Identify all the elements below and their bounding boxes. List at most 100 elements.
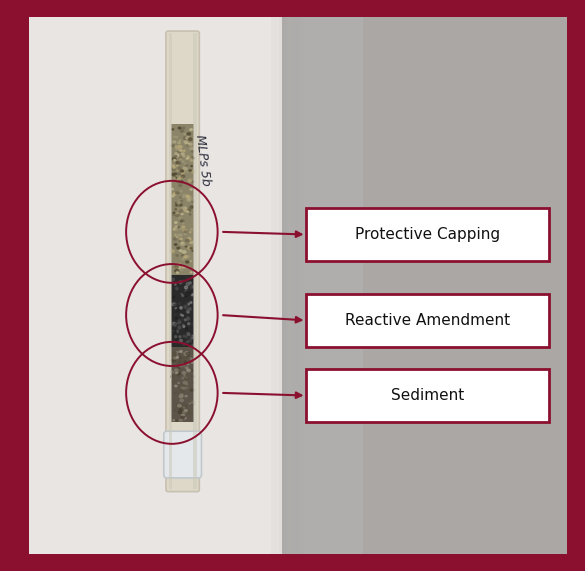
Ellipse shape bbox=[173, 136, 175, 137]
Ellipse shape bbox=[174, 193, 177, 195]
Ellipse shape bbox=[172, 195, 174, 196]
Ellipse shape bbox=[173, 296, 175, 298]
Ellipse shape bbox=[186, 303, 188, 304]
Ellipse shape bbox=[180, 364, 181, 366]
Ellipse shape bbox=[183, 381, 187, 384]
Bar bbox=[278, 17, 280, 554]
Ellipse shape bbox=[180, 210, 183, 213]
Ellipse shape bbox=[177, 165, 178, 166]
Ellipse shape bbox=[179, 410, 182, 412]
Bar bbox=[301, 17, 302, 554]
Ellipse shape bbox=[185, 396, 187, 397]
Ellipse shape bbox=[171, 359, 176, 362]
Ellipse shape bbox=[174, 222, 177, 223]
Ellipse shape bbox=[185, 291, 186, 292]
Bar bbox=[273, 17, 274, 554]
Ellipse shape bbox=[174, 323, 177, 325]
Ellipse shape bbox=[173, 238, 177, 240]
Ellipse shape bbox=[187, 197, 189, 199]
Ellipse shape bbox=[184, 305, 187, 308]
Ellipse shape bbox=[178, 393, 181, 395]
Ellipse shape bbox=[182, 127, 185, 129]
Ellipse shape bbox=[192, 344, 194, 346]
Bar bbox=[283, 17, 285, 554]
Ellipse shape bbox=[184, 417, 186, 419]
Ellipse shape bbox=[172, 370, 174, 371]
Ellipse shape bbox=[182, 266, 185, 268]
Ellipse shape bbox=[175, 152, 178, 155]
Text: Protective Capping: Protective Capping bbox=[355, 227, 500, 242]
Ellipse shape bbox=[171, 168, 176, 171]
Ellipse shape bbox=[180, 157, 182, 159]
Ellipse shape bbox=[180, 130, 184, 132]
Ellipse shape bbox=[175, 323, 177, 324]
Ellipse shape bbox=[188, 197, 192, 199]
Ellipse shape bbox=[175, 263, 177, 264]
Ellipse shape bbox=[188, 303, 190, 305]
Ellipse shape bbox=[190, 358, 192, 359]
Ellipse shape bbox=[176, 404, 177, 405]
Ellipse shape bbox=[180, 314, 182, 316]
Bar bbox=[171, 347, 194, 423]
Ellipse shape bbox=[181, 214, 183, 215]
Ellipse shape bbox=[172, 158, 176, 160]
Ellipse shape bbox=[180, 204, 183, 206]
Ellipse shape bbox=[172, 174, 175, 176]
Bar bbox=[302, 17, 303, 554]
Ellipse shape bbox=[180, 158, 181, 160]
Ellipse shape bbox=[188, 138, 192, 140]
Ellipse shape bbox=[192, 279, 193, 280]
Ellipse shape bbox=[181, 161, 184, 163]
Ellipse shape bbox=[178, 217, 181, 219]
FancyBboxPatch shape bbox=[307, 293, 549, 347]
Ellipse shape bbox=[184, 170, 188, 172]
Ellipse shape bbox=[177, 178, 180, 180]
Ellipse shape bbox=[177, 265, 179, 266]
Ellipse shape bbox=[183, 150, 185, 151]
Ellipse shape bbox=[176, 355, 178, 357]
Ellipse shape bbox=[178, 411, 182, 413]
Ellipse shape bbox=[184, 406, 186, 408]
Ellipse shape bbox=[171, 188, 174, 190]
Ellipse shape bbox=[186, 255, 189, 258]
Ellipse shape bbox=[173, 358, 176, 360]
Ellipse shape bbox=[182, 259, 184, 260]
Ellipse shape bbox=[191, 286, 194, 288]
Ellipse shape bbox=[178, 146, 182, 148]
Text: Sediment: Sediment bbox=[391, 388, 464, 403]
Ellipse shape bbox=[175, 270, 179, 272]
Ellipse shape bbox=[174, 304, 177, 307]
Ellipse shape bbox=[178, 173, 180, 175]
Ellipse shape bbox=[188, 247, 191, 249]
Ellipse shape bbox=[173, 212, 175, 214]
Ellipse shape bbox=[179, 162, 181, 164]
Ellipse shape bbox=[187, 333, 190, 336]
Ellipse shape bbox=[182, 197, 184, 198]
Ellipse shape bbox=[186, 352, 189, 354]
Bar bbox=[193, 33, 197, 489]
Ellipse shape bbox=[183, 407, 185, 408]
Ellipse shape bbox=[190, 242, 191, 243]
Ellipse shape bbox=[189, 214, 191, 215]
Ellipse shape bbox=[176, 270, 178, 272]
Ellipse shape bbox=[176, 229, 178, 231]
Ellipse shape bbox=[181, 416, 185, 419]
Ellipse shape bbox=[181, 220, 183, 222]
Ellipse shape bbox=[184, 233, 186, 235]
Ellipse shape bbox=[176, 204, 177, 206]
Ellipse shape bbox=[179, 336, 181, 337]
Ellipse shape bbox=[183, 266, 186, 268]
Ellipse shape bbox=[175, 156, 177, 157]
Ellipse shape bbox=[184, 361, 187, 363]
Ellipse shape bbox=[177, 181, 180, 183]
Ellipse shape bbox=[184, 256, 187, 258]
Ellipse shape bbox=[173, 174, 175, 175]
Bar bbox=[292, 17, 294, 554]
Ellipse shape bbox=[184, 231, 187, 233]
Ellipse shape bbox=[183, 155, 185, 157]
Ellipse shape bbox=[184, 383, 187, 384]
Bar bbox=[171, 124, 194, 275]
Ellipse shape bbox=[186, 283, 190, 286]
Ellipse shape bbox=[177, 170, 178, 171]
Ellipse shape bbox=[187, 309, 190, 312]
